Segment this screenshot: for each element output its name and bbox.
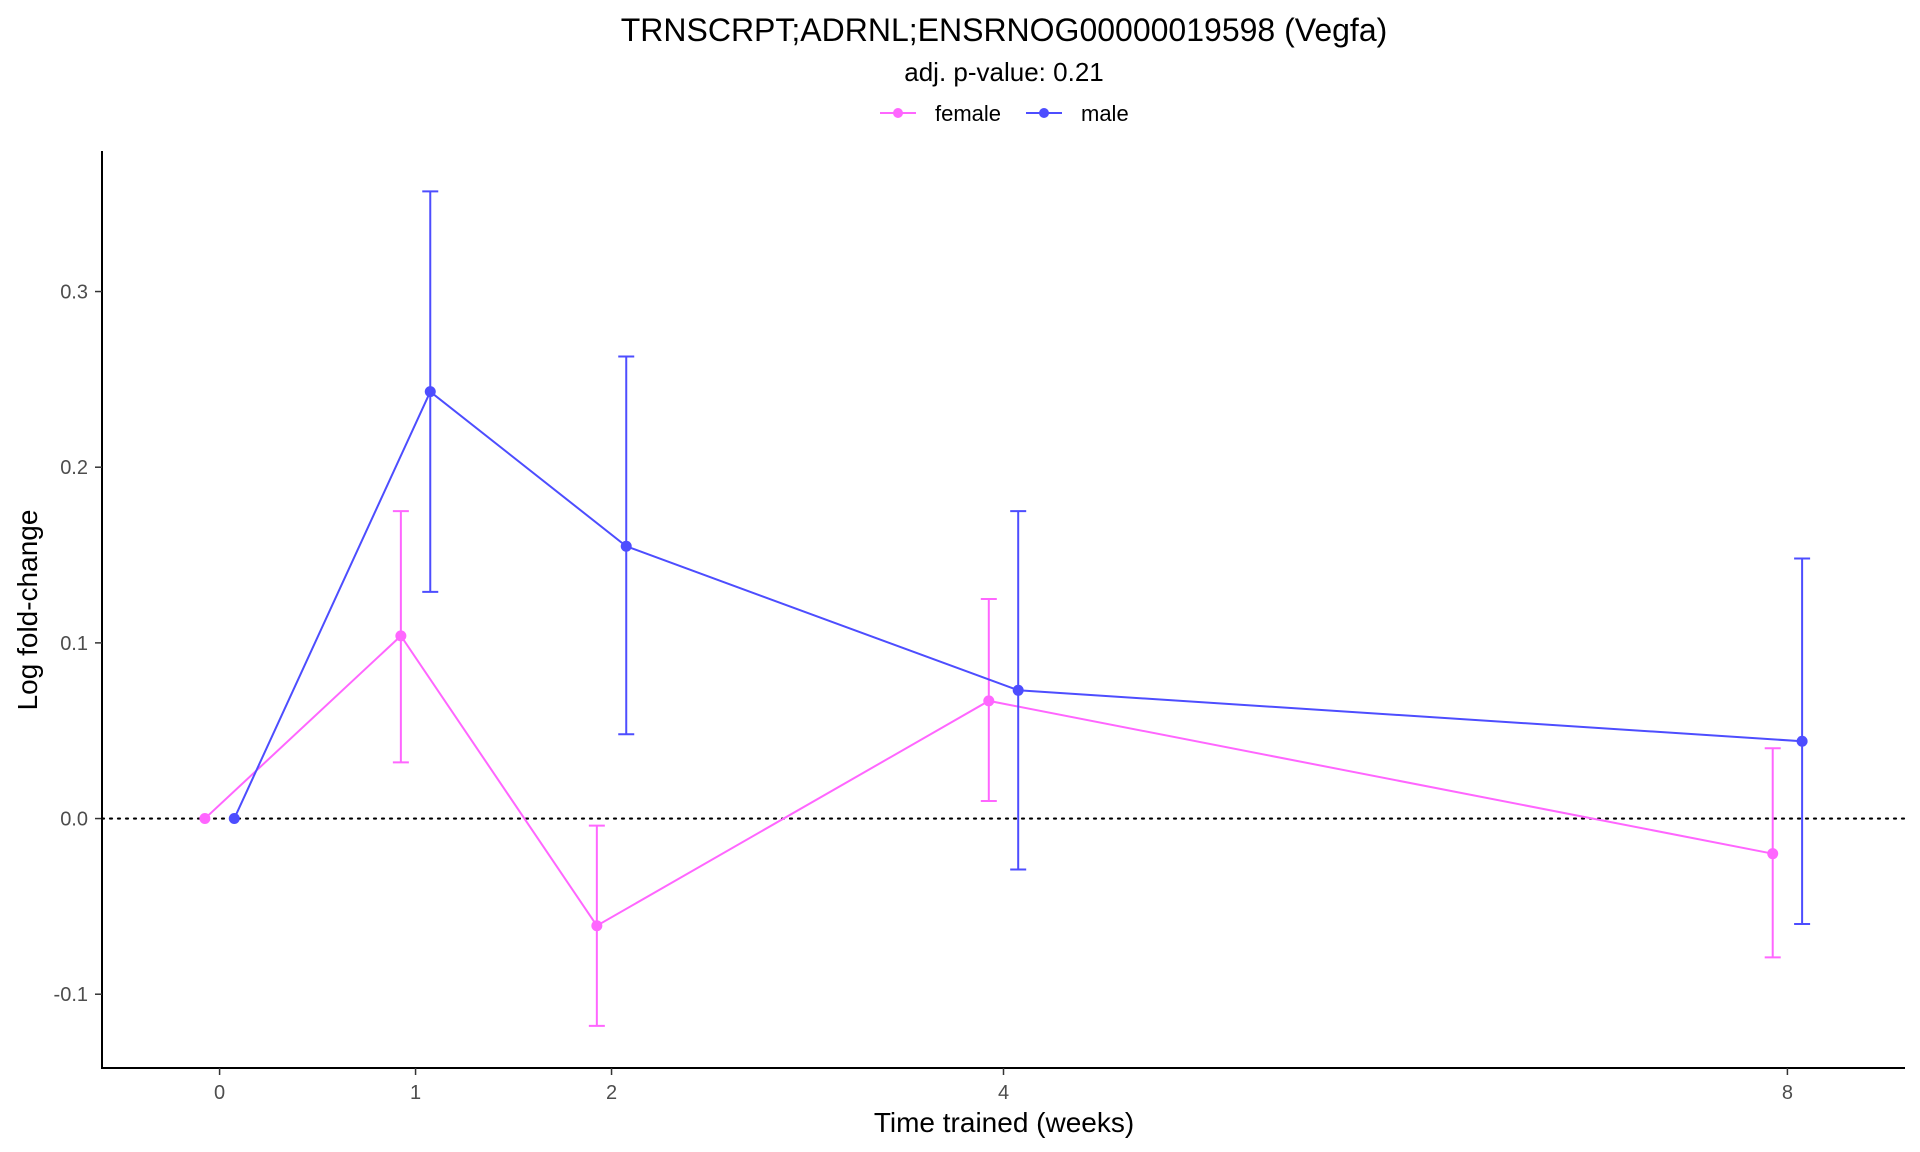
x-tick-label: 4 <box>998 1082 1009 1104</box>
data-point-male <box>1796 735 1808 747</box>
legend-item-female: female <box>880 101 1001 126</box>
data-point-female <box>1767 848 1779 860</box>
legend-label-female: female <box>935 101 1001 126</box>
y-axis-title: Log fold-change <box>12 510 43 711</box>
data-point-male <box>228 813 240 825</box>
x-tick-label: 8 <box>1782 1082 1793 1104</box>
data-point-female <box>199 813 211 825</box>
chart-title: TRNSCRPT;ADRNL;ENSRNOG00000019598 (Vegfa… <box>621 12 1388 48</box>
x-tick-label: 0 <box>214 1082 225 1104</box>
data-point-female <box>591 920 603 932</box>
data-point-female <box>983 695 995 707</box>
data-point-female <box>395 630 407 642</box>
series-male <box>228 190 1811 925</box>
y-ticks: -0.1 0.0 0.1 0.2 0.3 <box>54 282 102 1006</box>
legend-point-male <box>1039 108 1049 118</box>
x-ticks: 0 1 2 4 8 <box>214 1068 1793 1104</box>
y-tick-label: 0.0 <box>60 809 88 831</box>
series-female <box>199 510 1781 1027</box>
data-point-male <box>620 540 632 552</box>
series-layer <box>199 190 1811 1027</box>
data-point-male <box>1012 684 1024 696</box>
y-tick-label: 0.1 <box>60 633 88 655</box>
chart-subtitle: adj. p-value: 0.21 <box>904 57 1103 87</box>
axes <box>101 151 1905 1069</box>
y-tick-label: -0.1 <box>54 984 88 1006</box>
legend-item-male: male <box>1026 101 1129 126</box>
data-point-male <box>424 386 436 398</box>
legend: female male <box>880 101 1129 126</box>
legend-point-female <box>893 108 903 118</box>
y-tick-label: 0.3 <box>60 282 88 304</box>
legend-label-male: male <box>1081 101 1129 126</box>
x-tick-label: 1 <box>410 1082 421 1104</box>
y-tick-label: 0.2 <box>60 457 88 479</box>
x-tick-label: 2 <box>606 1082 617 1104</box>
x-axis-title: Time trained (weeks) <box>874 1107 1134 1138</box>
